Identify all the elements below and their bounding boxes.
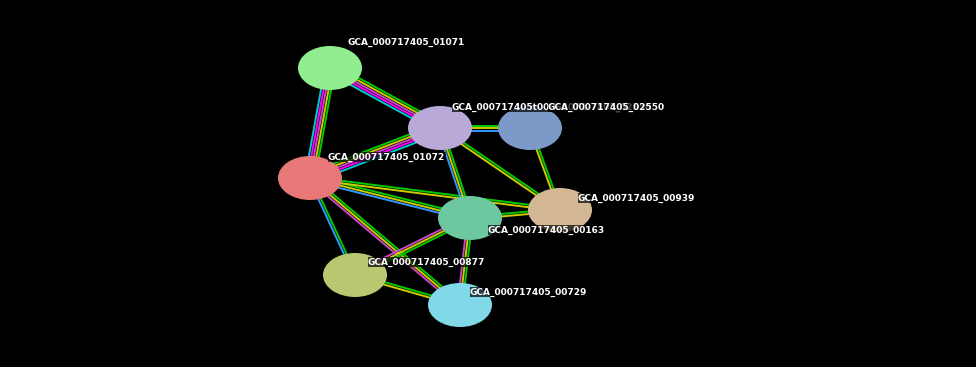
Ellipse shape — [298, 46, 362, 90]
Text: GCA_000717405_01071: GCA_000717405_01071 — [348, 37, 466, 47]
Ellipse shape — [428, 283, 492, 327]
Text: GCA_000717405_00163: GCA_000717405_00163 — [488, 225, 605, 235]
Text: GCA_000717405t00868071-7405_02550: GCA_000717405t00868071-7405_02550 — [452, 102, 652, 112]
Ellipse shape — [528, 188, 592, 232]
Text: GCA_000717405_00877: GCA_000717405_00877 — [368, 257, 485, 266]
Ellipse shape — [278, 156, 342, 200]
Text: GCA_000717405_02550: GCA_000717405_02550 — [548, 102, 665, 112]
Ellipse shape — [498, 106, 562, 150]
Text: GCA_000717405_00939: GCA_000717405_00939 — [578, 193, 695, 203]
Text: GCA_000717405_00729: GCA_000717405_00729 — [470, 287, 588, 297]
Text: GCA_000717405_01072: GCA_000717405_01072 — [328, 152, 445, 161]
Ellipse shape — [408, 106, 472, 150]
Ellipse shape — [323, 253, 387, 297]
Ellipse shape — [438, 196, 502, 240]
